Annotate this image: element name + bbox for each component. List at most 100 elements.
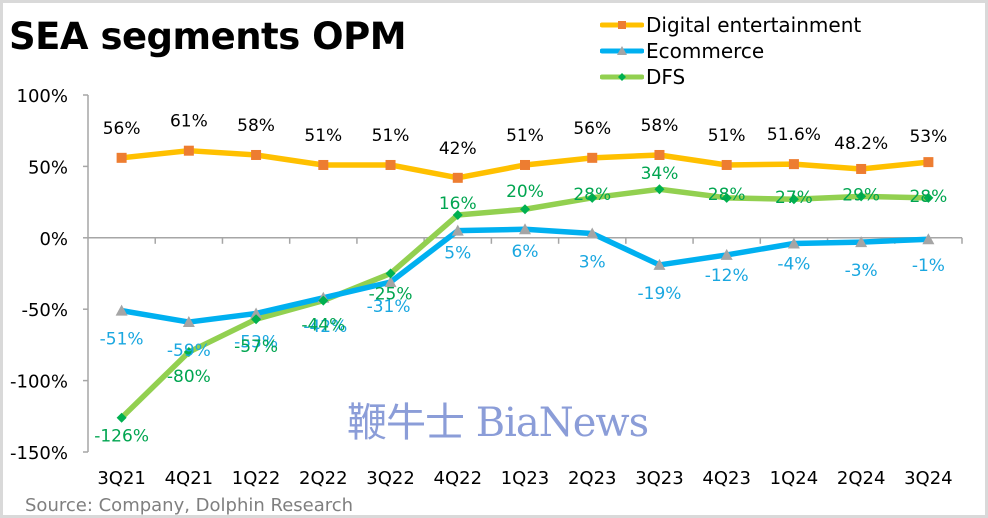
data-point-dfs (587, 192, 598, 203)
data-label-ecommerce: -31% (367, 297, 411, 317)
data-point-dfs (183, 347, 194, 358)
data-point-digital-entertainment (183, 145, 194, 156)
data-label-digital-entertainment: 51% (372, 126, 410, 146)
legend-label: DFS (646, 65, 686, 89)
data-label-digital-entertainment: 58% (237, 116, 275, 136)
legend-label: Digital entertainment (646, 13, 862, 37)
data-label-digital-entertainment: 56% (573, 119, 611, 139)
data-label-digital-entertainment: 53% (909, 127, 947, 147)
data-label-ecommerce: 6% (512, 242, 539, 262)
data-label-dfs: 28% (573, 185, 611, 205)
data-label-digital-entertainment: 51% (506, 126, 544, 146)
data-label-ecommerce: 3% (579, 253, 606, 273)
data-label-digital-entertainment: 56% (103, 119, 141, 139)
data-point-ecommerce (653, 258, 666, 270)
y-tick-label: 0% (39, 229, 68, 250)
data-label-digital-entertainment: 51.6% (767, 125, 821, 145)
y-tick-label: 50% (28, 157, 68, 178)
data-point-digital-entertainment (587, 152, 598, 163)
legend-item-digital-entertainment: Digital entertainment (600, 12, 861, 38)
source-note: Source: Company, Dolphin Research (25, 495, 354, 516)
data-label-dfs: 28% (909, 187, 947, 207)
x-tick-label: 1Q23 (501, 468, 550, 489)
legend-swatch-digital-entertainment (600, 21, 644, 29)
data-label-dfs: 16% (439, 194, 477, 214)
x-tick-label: 4Q22 (434, 468, 483, 489)
x-tick-label: 4Q23 (702, 468, 751, 489)
data-point-dfs (251, 314, 262, 325)
data-label-digital-entertainment: 42% (439, 139, 477, 159)
x-tick-label: 2Q24 (837, 468, 886, 489)
data-label-ecommerce: -59% (167, 341, 211, 361)
y-tick-label: -100% (10, 372, 68, 393)
data-point-ecommerce (922, 233, 935, 245)
data-label-ecommerce: -1% (912, 256, 945, 276)
legend-swatch-ecommerce (600, 46, 644, 55)
data-label-ecommerce: -3% (845, 261, 878, 281)
bianews-watermark: 鞭牛士 BiaNews (347, 400, 649, 446)
data-label-digital-entertainment: 51% (304, 126, 342, 146)
data-point-ecommerce (115, 304, 128, 316)
x-tick-label: 2Q22 (299, 468, 348, 489)
data-point-ecommerce (720, 248, 733, 260)
data-point-dfs (116, 412, 127, 423)
data-label-ecommerce: -19% (638, 284, 682, 304)
data-point-digital-entertainment (856, 163, 867, 174)
data-label-dfs: 20% (506, 182, 544, 202)
data-point-dfs (520, 204, 530, 215)
y-tick-label: -150% (10, 443, 68, 464)
data-point-ecommerce (787, 237, 800, 249)
data-label-ecommerce: -42% (303, 317, 347, 337)
data-label-dfs: -57% (234, 337, 278, 357)
data-point-dfs (856, 191, 867, 202)
data-point-dfs (452, 209, 463, 220)
data-point-dfs (923, 192, 934, 203)
data-label-dfs: -44% (301, 316, 345, 336)
data-label-dfs: -126% (94, 427, 149, 447)
data-label-ecommerce: -53% (234, 332, 278, 352)
legend-item-ecommerce: Ecommerce (600, 38, 861, 64)
data-point-digital-entertainment (721, 159, 732, 170)
data-point-digital-entertainment (385, 159, 396, 170)
data-label-dfs: 28% (708, 185, 746, 205)
x-tick-label: 3Q21 (97, 468, 146, 489)
data-label-digital-entertainment: 48.2% (834, 134, 888, 154)
data-point-digital-entertainment (923, 157, 934, 168)
data-point-digital-entertainment (251, 149, 262, 160)
data-point-digital-entertainment (788, 159, 799, 170)
data-point-digital-entertainment (116, 152, 127, 163)
data-point-ecommerce (250, 307, 263, 319)
data-point-ecommerce (855, 236, 868, 248)
chart-title: SEA segments OPM (9, 15, 407, 58)
data-label-digital-entertainment: 58% (641, 116, 679, 136)
data-point-ecommerce (451, 224, 464, 236)
data-point-digital-entertainment (318, 159, 329, 170)
data-point-dfs (385, 268, 396, 279)
data-point-dfs (721, 192, 732, 203)
legend-item-dfs: DFS (600, 64, 861, 90)
data-label-dfs: 34% (641, 164, 679, 184)
data-label-dfs: 29% (842, 185, 880, 205)
data-point-dfs (788, 194, 799, 205)
legend: Digital entertainment Ecommerce DFS (600, 12, 861, 90)
y-tick-label: 100% (17, 86, 68, 107)
x-tick-label: 1Q24 (770, 468, 819, 489)
x-tick-label: 3Q23 (635, 468, 684, 489)
data-label-dfs: 27% (775, 188, 813, 208)
data-label-dfs: -80% (167, 367, 211, 387)
data-point-ecommerce (384, 276, 397, 288)
data-point-digital-entertainment (520, 159, 530, 170)
legend-swatch-dfs (600, 73, 644, 81)
data-point-ecommerce (182, 316, 195, 328)
data-point-dfs (654, 184, 665, 195)
data-label-dfs: -25% (369, 285, 413, 305)
x-tick-label: 1Q22 (232, 468, 281, 489)
data-label-ecommerce: 5% (444, 244, 471, 264)
data-point-digital-entertainment (452, 172, 463, 183)
data-label-ecommerce: -4% (777, 255, 810, 275)
x-tick-label: 4Q21 (165, 468, 214, 489)
data-label-ecommerce: -12% (705, 266, 749, 286)
data-point-ecommerce (586, 227, 599, 239)
